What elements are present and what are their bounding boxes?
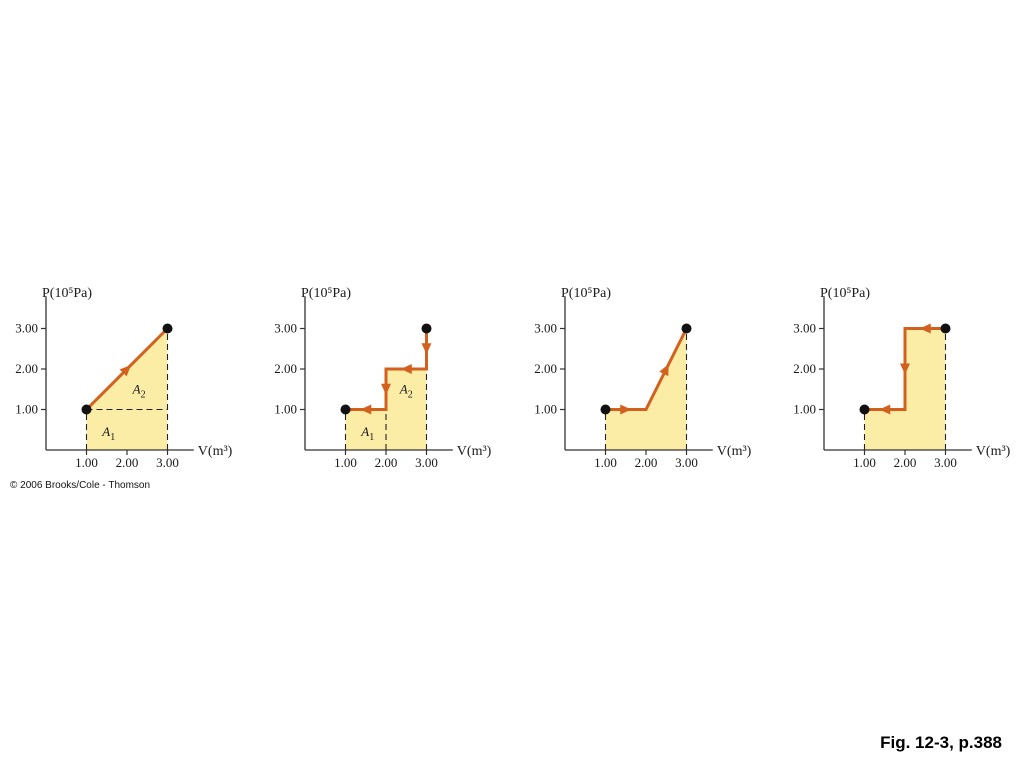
work-area-fill <box>86 328 168 450</box>
y-axis-title: P(10⁵Pa) <box>820 286 870 301</box>
y-tick-label: 2.00 <box>534 361 557 376</box>
figure-caption: Fig. 12-3, p.388 <box>880 733 1002 752</box>
x-tick-label: 1.00 <box>334 455 357 470</box>
x-tick-label: 3.00 <box>415 455 438 470</box>
y-tick-label: 2.00 <box>274 361 297 376</box>
y-tick-label: 1.00 <box>793 402 816 417</box>
direction-arrow <box>900 363 910 375</box>
pv-panel-1: 1.002.003.001.00 2.00 3.00P(10⁵Pa)V(m³)A1A… <box>15 286 232 470</box>
area-label-subscript: 1 <box>110 432 115 443</box>
y-axis-title: P(10⁵Pa) <box>42 286 92 301</box>
y-tick-label: 1.00 <box>15 402 38 417</box>
direction-arrow <box>659 364 669 377</box>
y-tick-label: 1.00 <box>274 402 297 417</box>
direction-arrow <box>360 404 372 415</box>
x-axis-title: V(m³) <box>717 444 752 459</box>
state-point <box>859 404 870 415</box>
direction-arrow <box>381 383 391 395</box>
x-axis-title: V(m³) <box>976 444 1011 459</box>
x-tick-label: 3.00 <box>934 455 957 470</box>
state-point <box>940 323 951 334</box>
process-path <box>345 328 428 411</box>
y-tick-label: 2.00 <box>793 361 816 376</box>
x-tick-label: 2.00 <box>635 455 658 470</box>
direction-arrow <box>919 323 931 334</box>
state-point <box>340 404 351 415</box>
pv-panel-4: 1.00 2.00 3.00 1.00 2.00 3.00 P(10⁵Pa) V(m³) <box>793 286 1010 470</box>
pv-panel-2: 1.002.003.001.00 2.00 3.00P(10⁵Pa)V(m³)A1A… <box>274 286 491 470</box>
state-point <box>81 404 92 415</box>
direction-arrow <box>620 404 632 415</box>
direction-arrow <box>119 365 131 377</box>
direction-arrow <box>879 404 891 415</box>
direction-arrow <box>421 343 432 355</box>
area-label-subscript: 2 <box>408 389 413 400</box>
state-point <box>421 323 432 334</box>
y-axis-title: P(10⁵Pa) <box>301 286 351 301</box>
process-path <box>605 327 688 411</box>
x-tick-label: 1.00 <box>594 455 617 470</box>
y-axis-title: P(10⁵Pa) <box>561 286 611 301</box>
work-area-fill <box>605 328 687 450</box>
y-tick-label: 3.00 <box>274 321 297 336</box>
y-tick-label: 3.00 <box>793 321 816 336</box>
state-point <box>600 404 611 415</box>
state-point <box>162 323 173 334</box>
pv-panel-3: 1.00 2.00 3.00 1.00 2.00 3.00 P(10⁵Pa) V(m³) <box>534 286 751 470</box>
x-tick-label: 2.00 <box>894 455 917 470</box>
copyright-notice: © 2006 Brooks/Cole - Thomson <box>10 480 151 491</box>
x-tick-label: 3.00 <box>675 455 698 470</box>
x-tick-label: 1.00 <box>75 455 98 470</box>
y-tick-label: 2.00 <box>15 361 38 376</box>
x-tick-label: 3.00 <box>156 455 179 470</box>
y-tick-label: 1.00 <box>534 402 557 417</box>
area-label-subscript: 2 <box>141 389 146 400</box>
x-axis-title: V(m³) <box>198 444 233 459</box>
direction-arrow <box>400 364 412 374</box>
x-tick-label: 2.00 <box>375 455 398 470</box>
x-axis-title: V(m³) <box>457 444 492 459</box>
x-tick-label: 2.00 <box>116 455 139 470</box>
y-tick-label: 3.00 <box>15 321 38 336</box>
area-label-subscript: 1 <box>369 432 374 443</box>
state-point <box>681 323 692 334</box>
y-tick-label: 3.00 <box>534 321 557 336</box>
x-tick-label: 1.00 <box>853 455 876 470</box>
